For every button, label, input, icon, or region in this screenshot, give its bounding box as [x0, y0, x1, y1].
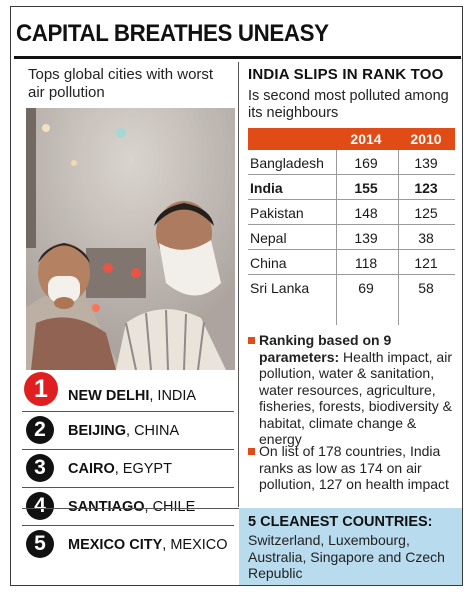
rank-table-subtitle: Is second most polluted among its neighb… — [248, 88, 449, 121]
rank-badge: 2 — [26, 416, 54, 444]
table-row: Sri Lanka 69 58 — [248, 275, 455, 300]
rank-row-5: 5 MEXICO CITY, MEXICO — [22, 526, 234, 564]
city-name: BEIJING — [68, 423, 127, 439]
note-body: On list of 178 countries, India ranks as… — [259, 443, 449, 492]
rank-2010-cell: 58 — [418, 280, 434, 296]
city-ranking-list: 1 NEW DELHI, INDIA 2 BEIJING, CHINA 3 CA… — [22, 372, 234, 564]
headline: CAPITAL BREATHES UNEASY — [16, 20, 329, 47]
cleanest-countries-box: 5 CLEANEST COUNTRIES: Switzerland, Luxem… — [239, 508, 462, 585]
rank-badge: 5 — [26, 530, 54, 558]
rank-2010-cell: 139 — [414, 155, 438, 171]
city-name: CAIRO — [68, 461, 115, 477]
rank-2014-cell: 118 — [354, 255, 378, 271]
rank-2014-cell: 169 — [354, 155, 378, 171]
parameters-note: Ranking based on 9 parameters: Health im… — [248, 332, 458, 448]
table-row: China 118 121 — [248, 250, 455, 275]
cleanest-list: Switzerland, Luxembourg, Australia, Sing… — [248, 532, 445, 581]
table-header: 2014 2010 — [248, 128, 455, 150]
country-cell: China — [250, 255, 287, 271]
rank-badge: 1 — [24, 372, 58, 406]
table-row: Nepal 139 38 — [248, 225, 455, 250]
rank-label: MEXICO CITY, MEXICO — [68, 537, 228, 553]
list-bottom-rule — [22, 508, 239, 509]
headline-rule — [14, 56, 461, 59]
column-header-2014: 2014 — [350, 131, 382, 147]
rank-badge: 3 — [26, 454, 54, 482]
column-divider — [238, 62, 239, 507]
country-name: , MEXICO — [162, 537, 228, 553]
rank-table-title: INDIA SLIPS IN RANK TOO — [248, 66, 444, 83]
rank-2010-cell: 38 — [418, 230, 434, 246]
country-cell: Pakistan — [250, 205, 304, 221]
rank-2014-cell: 69 — [358, 280, 374, 296]
column-header-2010: 2010 — [410, 131, 442, 147]
bullet-square — [248, 337, 255, 344]
rank-label: SANTIAGO, CHILE — [68, 499, 195, 515]
rank-label: CAIRO, EGYPT — [68, 461, 172, 477]
city-name: NEW DELHI — [68, 388, 150, 404]
rank-2010-cell: 125 — [414, 205, 438, 221]
country-cell: Bangladesh — [250, 155, 324, 171]
note-body: Health impact, air pollution, water & sa… — [259, 348, 452, 448]
rank-2010-cell: 123 — [414, 180, 438, 196]
masked-boys-photo — [26, 108, 235, 370]
city-name: MEXICO CITY — [68, 537, 163, 553]
table-row: Bangladesh 169 139 — [248, 150, 455, 175]
rank-label: BEIJING, CHINA — [68, 423, 179, 439]
cleanest-title: 5 CLEANEST COUNTRIES: — [248, 514, 433, 530]
rank-list-note: On list of 178 countries, India ranks as… — [248, 443, 458, 493]
country-name: , CHINA — [126, 423, 180, 439]
country-name: , INDIA — [149, 388, 197, 404]
rank-2014-cell: 139 — [354, 230, 378, 246]
table-column-separator — [398, 150, 399, 325]
rank-label: NEW DELHI, INDIA — [68, 388, 196, 404]
rank-table-body: Bangladesh 169 139 India 155 123 Pakistan 148 12… — [248, 150, 455, 300]
rank-2014-cell: 155 — [354, 180, 378, 196]
country-cell: Nepal — [250, 230, 287, 246]
country-name: , CHILE — [144, 499, 196, 515]
rank-row-4: 4 SANTIAGO, CHILE — [22, 488, 234, 526]
note-heading: Ranking based on 9 parameters: — [259, 332, 392, 365]
table-row: India 155 123 — [248, 175, 455, 200]
bullet-square — [248, 448, 255, 455]
rank-badge: 4 — [26, 492, 54, 520]
rank-row-3: 3 CAIRO, EGYPT — [22, 450, 234, 488]
rank-2010-cell: 121 — [414, 255, 438, 271]
country-name: , EGYPT — [114, 461, 172, 477]
country-cell: Sri Lanka — [250, 280, 310, 296]
country-cell: India — [250, 180, 283, 196]
table-column-separator — [336, 150, 337, 325]
left-subtitle: Tops global cities with worst air pollut… — [28, 66, 214, 101]
table-row: Pakistan 148 125 — [248, 200, 455, 225]
photo-illustration — [26, 108, 235, 370]
rank-row-2: 2 BEIJING, CHINA — [22, 412, 234, 450]
rank-2014-cell: 148 — [354, 205, 378, 221]
city-name: SANTIAGO — [68, 499, 145, 515]
rank-row-1: 1 NEW DELHI, INDIA — [22, 372, 234, 412]
